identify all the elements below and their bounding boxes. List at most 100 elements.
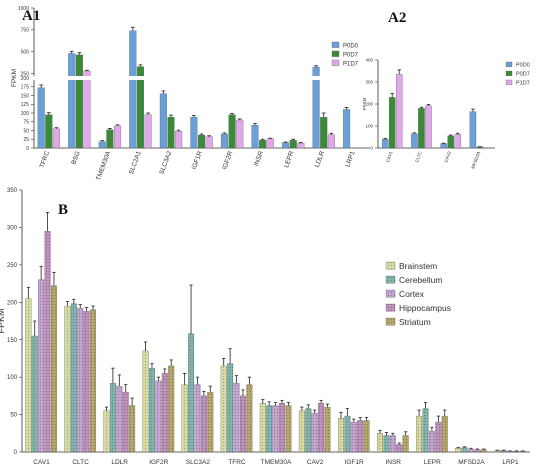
bar-texture	[422, 408, 429, 452]
bar-texture	[161, 373, 168, 452]
bar-a1-insr-p0d0	[251, 125, 259, 149]
bar-a1-slc3a2-p0d0	[159, 93, 167, 149]
x-tick-label: MFSD2A	[458, 459, 485, 466]
bar-a1-igf1r-p0d7	[198, 134, 206, 149]
panel-a1-chart: 02550751001251501752002505007501000FPKMT…	[11, 6, 370, 182]
legend-label-p0d0: P0D0	[343, 43, 359, 49]
y-tick-label: 0	[370, 146, 373, 151]
y-axis-label: FPKM	[11, 69, 18, 87]
x-tick-label: LDLR	[314, 150, 326, 168]
x-tick-label: LRP1	[502, 459, 519, 466]
panel-label-a2: A2	[388, 10, 406, 26]
bar-texture	[468, 449, 474, 452]
y-tick-label: 100	[21, 111, 30, 117]
legend-swatch-p0d0	[331, 41, 340, 48]
legend-swatch-p1d7	[331, 59, 340, 66]
x-tick-label: SLC3A2	[158, 150, 173, 176]
y-tick-label: 100	[7, 375, 18, 381]
bar-texture	[318, 403, 324, 452]
y-tick-label: 200	[21, 76, 30, 82]
bar-texture	[390, 435, 396, 452]
bar-texture	[122, 392, 129, 452]
y-tick-label: 300	[365, 80, 373, 85]
bar-texture	[207, 392, 214, 452]
legend-swatch-texture	[386, 318, 395, 326]
panel-label-a1: A1	[22, 8, 40, 24]
y-tick-label: 1000	[18, 6, 29, 12]
bar-texture	[305, 408, 312, 452]
legend-label-p1d7: P1D7	[516, 81, 530, 87]
bar-texture	[246, 384, 253, 452]
x-tick-label: IGF2R	[221, 150, 234, 171]
bar-texture	[201, 395, 207, 452]
y-tick-label: 0	[14, 450, 18, 456]
legend-swatch-texture	[386, 262, 395, 270]
bar-a1-bsg-p0d7	[75, 54, 83, 149]
bar-texture	[285, 405, 292, 452]
bar-a1-igf1r-p0d0	[190, 117, 198, 149]
y-tick-label: 50	[10, 413, 17, 419]
bar-texture	[474, 449, 481, 452]
panel-b-chart: 0 50 100 150 200 250 300 350 FPKM CAV1 CLTC LDLR IGF…	[0, 188, 530, 466]
bar-texture	[338, 418, 344, 452]
legend-label-p1d7: P1D7	[343, 61, 359, 67]
bar-texture	[344, 416, 351, 452]
bar-texture	[129, 405, 135, 452]
bar-texture	[25, 298, 32, 452]
y-tick-label: 150	[7, 338, 18, 344]
bar-texture	[142, 350, 149, 452]
legend-label-brainstem: Brainstem	[399, 261, 437, 271]
bar-a1-lepr-p0d7	[289, 140, 297, 149]
bar-texture	[116, 386, 123, 452]
y-tick-label: 200	[365, 102, 373, 107]
bar-texture	[220, 365, 227, 452]
x-tick-label: MFSD2A	[470, 151, 481, 170]
bar-a1-tfrc-p0d0	[37, 87, 45, 149]
legend-swatch-texture	[386, 304, 395, 312]
bar-texture	[240, 395, 246, 452]
bar-a2-cltc-p0d0	[411, 133, 418, 149]
bar-a1-igf1r-p1d7	[205, 136, 213, 149]
bar-texture	[279, 403, 285, 452]
bar-texture	[402, 435, 409, 452]
bar-texture	[377, 433, 383, 452]
bar-texture	[357, 420, 363, 452]
x-tick-label: LEPR	[283, 150, 295, 169]
x-tick-label: TMEM30A	[261, 459, 292, 466]
y-tick-label: 200	[7, 300, 18, 306]
bar-texture	[155, 380, 162, 452]
legend-swatch-p0d7	[505, 70, 513, 76]
y-tick-label: 175	[21, 85, 30, 91]
legend-swatch-texture	[386, 276, 395, 284]
bar-texture	[44, 231, 51, 452]
bar-a1-slc2a1-p1d7	[144, 114, 152, 149]
bar-texture	[71, 303, 77, 452]
x-tick-label: INSR	[385, 459, 401, 466]
bar-texture	[83, 311, 90, 452]
bar-texture	[435, 422, 442, 452]
bar-a2-cav2-p0d0	[440, 143, 447, 149]
y-tick-label: 0	[26, 146, 29, 152]
bar-texture	[311, 413, 318, 452]
y-tick-label: 250	[7, 263, 18, 269]
y-tick-label: 50	[23, 128, 29, 134]
bar-texture	[272, 405, 279, 452]
bar-texture	[233, 383, 240, 452]
y-tick-label: 400	[365, 58, 373, 63]
bar-texture	[396, 444, 403, 452]
legend-swatch-p0d7	[331, 50, 340, 57]
x-tick-label: CLTC	[414, 150, 423, 163]
bar-a2-mfsd2a-p0d0	[469, 111, 477, 149]
bar-texture	[266, 405, 273, 452]
bar-texture	[461, 447, 468, 452]
bar-a1-slc2a1-p0d0	[129, 30, 137, 149]
bar-texture	[494, 450, 501, 452]
bar-a2-cav2-p0d7	[447, 135, 454, 149]
bar-a1-tmem30a-p0d0	[98, 141, 106, 149]
x-tick-label: IGF1R	[345, 459, 364, 466]
legend-label-p0d7: P0D7	[343, 52, 359, 58]
bar-texture	[51, 285, 57, 452]
bar-texture	[31, 335, 38, 452]
bar-a1-slc3a2-p1d7	[175, 131, 183, 149]
